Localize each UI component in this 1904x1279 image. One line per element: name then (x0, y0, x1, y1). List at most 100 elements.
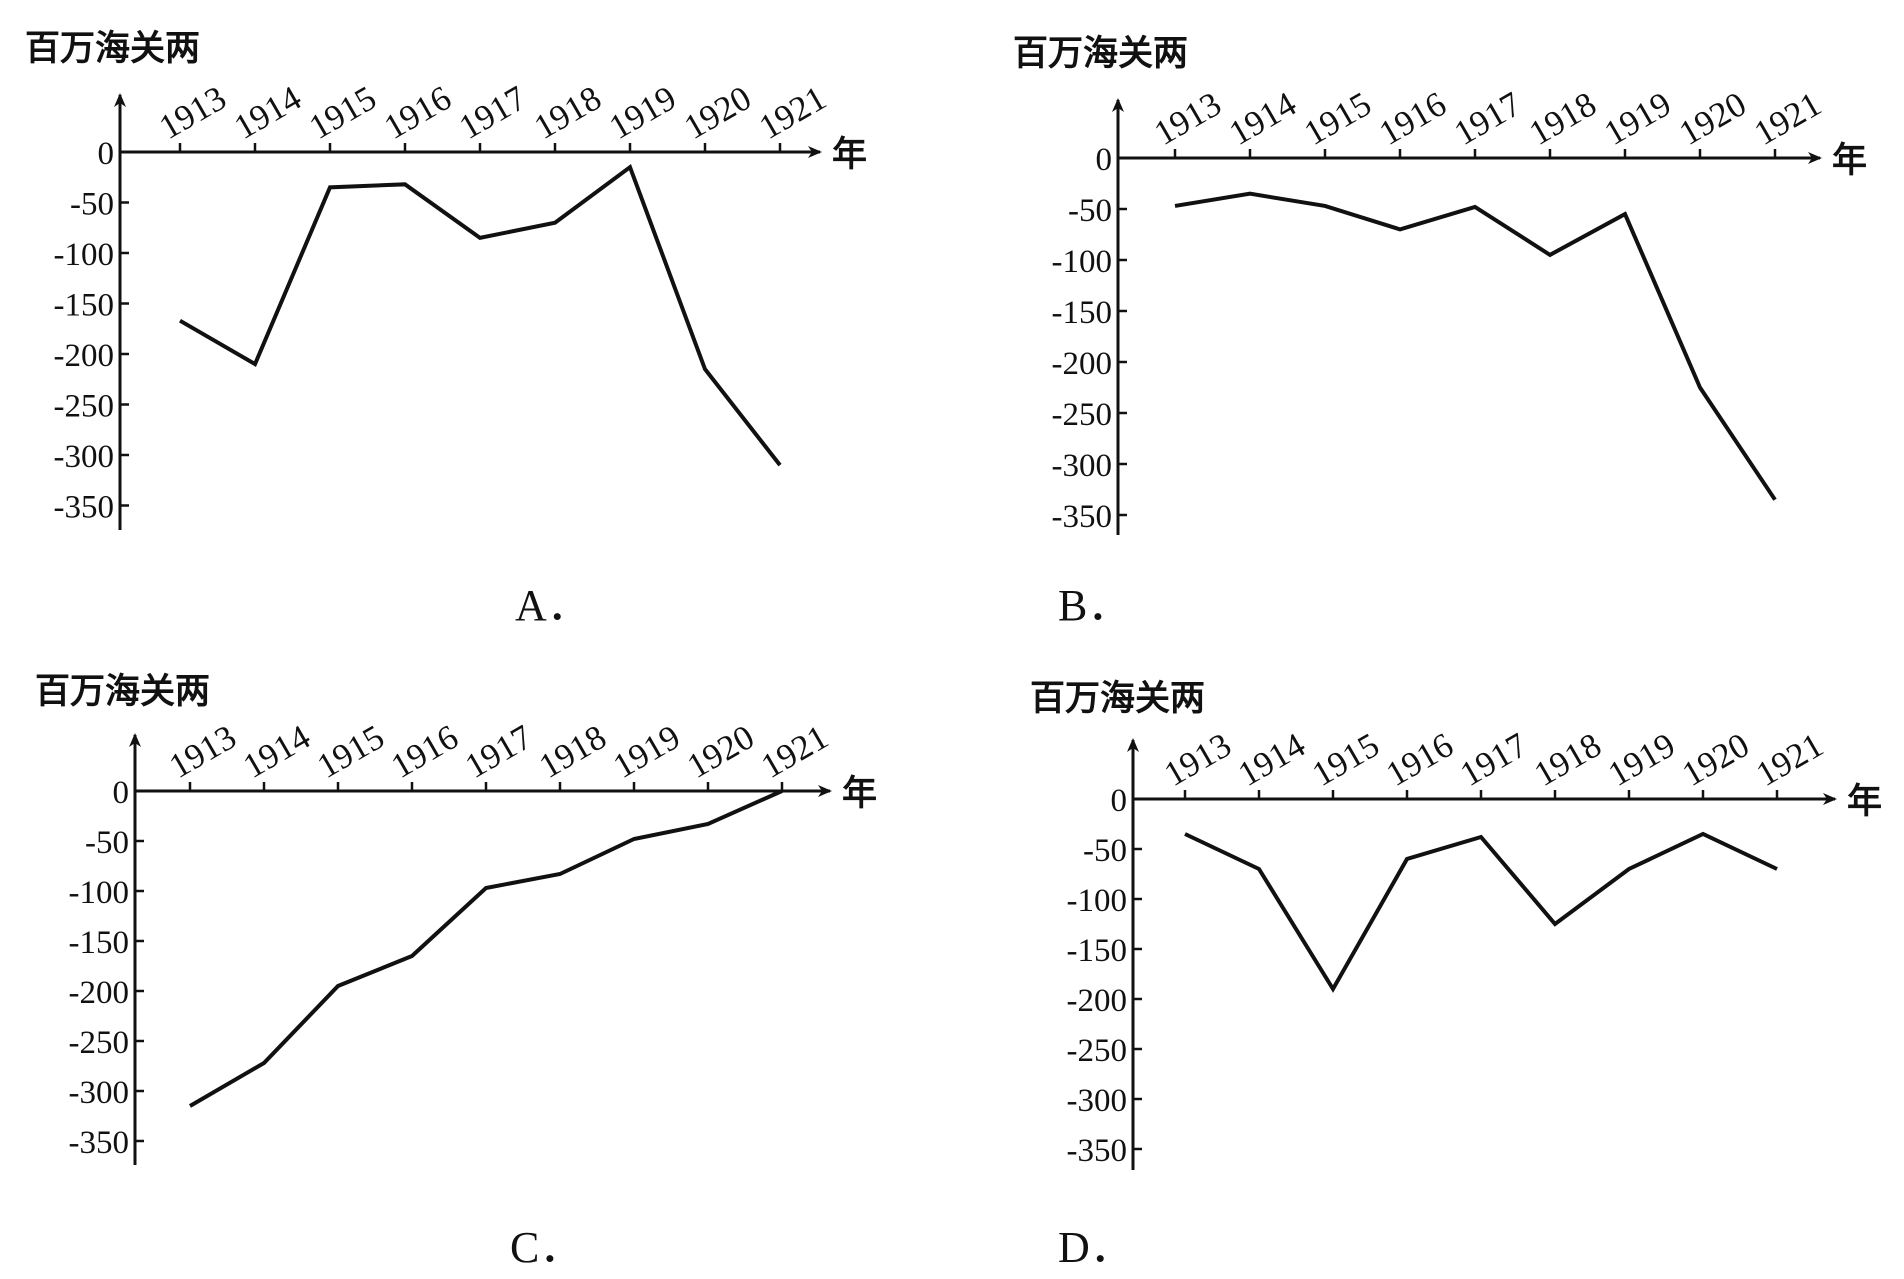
data-point (1322, 203, 1328, 209)
y-unit-label: 百万海关两 (25, 29, 200, 69)
option-label-b: B． (1058, 581, 1131, 630)
data-point (1772, 497, 1778, 503)
y-tick-label: -100 (69, 875, 130, 911)
x-tick-label: 1916 (385, 717, 465, 786)
data-point (777, 462, 783, 468)
data-point (1397, 226, 1403, 232)
y-tick-label: -350 (1067, 1133, 1128, 1169)
y-tick-label: -250 (1067, 1033, 1128, 1069)
data-point (187, 1103, 193, 1109)
y-tick-label: -300 (69, 1075, 130, 1111)
y-tick-label: -350 (1052, 499, 1113, 535)
data-point (1478, 834, 1484, 840)
y-tick-label: -100 (1067, 883, 1128, 919)
data-point (705, 821, 711, 827)
x-tick-label: 1918 (1528, 725, 1608, 794)
data-point (1182, 831, 1188, 837)
x-tick-label: 1915 (1306, 725, 1386, 794)
x-tick-label: 1920 (1673, 84, 1753, 153)
data-point (327, 184, 333, 190)
chart-panel-b: 百万海关两年0-50-100-150-200-250-300-350191319… (1013, 34, 1867, 630)
y-tick-label: -100 (54, 237, 115, 273)
data-point (1472, 204, 1478, 210)
x-tick-label: 1918 (533, 717, 613, 786)
data-point (552, 220, 558, 226)
data-point (631, 836, 637, 842)
data-point (1404, 856, 1410, 862)
data-point (557, 871, 563, 877)
data-point (1256, 866, 1262, 872)
y-tick-label: -350 (69, 1125, 130, 1161)
y-tick-label: -200 (54, 338, 115, 374)
data-point (1697, 385, 1703, 391)
series-line (1174, 191, 1777, 501)
data-point (477, 235, 483, 241)
x-tick-label: 1919 (1602, 725, 1682, 794)
y-tick-label: -150 (1067, 933, 1128, 969)
y-tick-label: -150 (69, 925, 130, 961)
y-unit-label: 百万海关两 (1013, 34, 1188, 74)
data-point (1622, 211, 1628, 217)
data-point (409, 953, 415, 959)
chart-panel-c: 百万海关两年0-50-100-150-200-250-300-350191319… (35, 672, 877, 1272)
x-tick-label: 1916 (1373, 84, 1453, 153)
x-tick-label: 1917 (1454, 725, 1534, 794)
data-point (483, 885, 489, 891)
y-tick-label: -300 (1052, 448, 1113, 484)
x-unit-label: 年 (1832, 141, 1867, 181)
option-label-a: A． (515, 581, 591, 630)
x-tick-label: 1919 (1598, 84, 1678, 153)
data-point (1700, 831, 1706, 837)
data-point (1552, 921, 1558, 927)
data-point (627, 164, 633, 170)
data-point (177, 318, 183, 324)
y-tick-label: 0 (1096, 142, 1113, 178)
x-unit-label: 年 (842, 774, 877, 814)
data-point (1547, 252, 1553, 258)
y-tick-label: -50 (70, 187, 114, 223)
y-tick-label: -250 (54, 389, 115, 425)
y-tick-label: -200 (1052, 346, 1113, 382)
y-tick-label: 0 (113, 775, 130, 811)
x-tick-label: 1915 (1298, 84, 1378, 153)
y-unit-label: 百万海关两 (1030, 679, 1205, 719)
y-tick-label: -50 (85, 825, 129, 861)
x-tick-label: 1914 (228, 78, 308, 147)
option-label-c: C． (510, 1223, 583, 1272)
x-tick-label: 1921 (755, 717, 835, 786)
data-point (1172, 203, 1178, 209)
chart-panel-a: 百万海关两年0-50-100-150-200-250-300-350191319… (25, 29, 867, 630)
data-point (702, 366, 708, 372)
x-tick-label: 1918 (1523, 84, 1603, 153)
x-tick-label: 1921 (1750, 725, 1830, 794)
data-point (335, 983, 341, 989)
y-tick-label: -200 (69, 975, 130, 1011)
x-tick-label: 1915 (303, 78, 383, 147)
x-tick-label: 1913 (1148, 84, 1228, 153)
y-tick-label: -150 (1052, 295, 1113, 331)
x-tick-label: 1917 (459, 717, 539, 786)
x-unit-label: 年 (1847, 782, 1882, 822)
chart-panel-d: 百万海关两年0-50-100-150-200-250-300-350191319… (1030, 679, 1882, 1272)
x-tick-label: 1913 (153, 78, 233, 147)
x-tick-label: 1914 (237, 717, 317, 786)
x-tick-label: 1921 (753, 78, 833, 147)
series-line (1184, 831, 1778, 993)
x-tick-label: 1918 (528, 78, 608, 147)
y-tick-label: -50 (1068, 193, 1112, 229)
option-label-d: D． (1058, 1223, 1134, 1272)
data-point (252, 361, 258, 367)
y-tick-label: 0 (1111, 783, 1128, 819)
series-line (178, 163, 782, 467)
x-tick-label: 1914 (1223, 84, 1303, 153)
x-tick-label: 1921 (1748, 84, 1828, 153)
y-tick-label: -250 (1052, 397, 1113, 433)
x-tick-label: 1913 (1158, 725, 1238, 794)
x-tick-label: 1920 (678, 78, 758, 147)
x-tick-label: 1916 (378, 78, 458, 147)
x-unit-label: 年 (832, 135, 867, 175)
x-tick-label: 1917 (453, 78, 533, 147)
x-tick-label: 1919 (603, 78, 683, 147)
y-tick-label: -300 (54, 439, 115, 475)
